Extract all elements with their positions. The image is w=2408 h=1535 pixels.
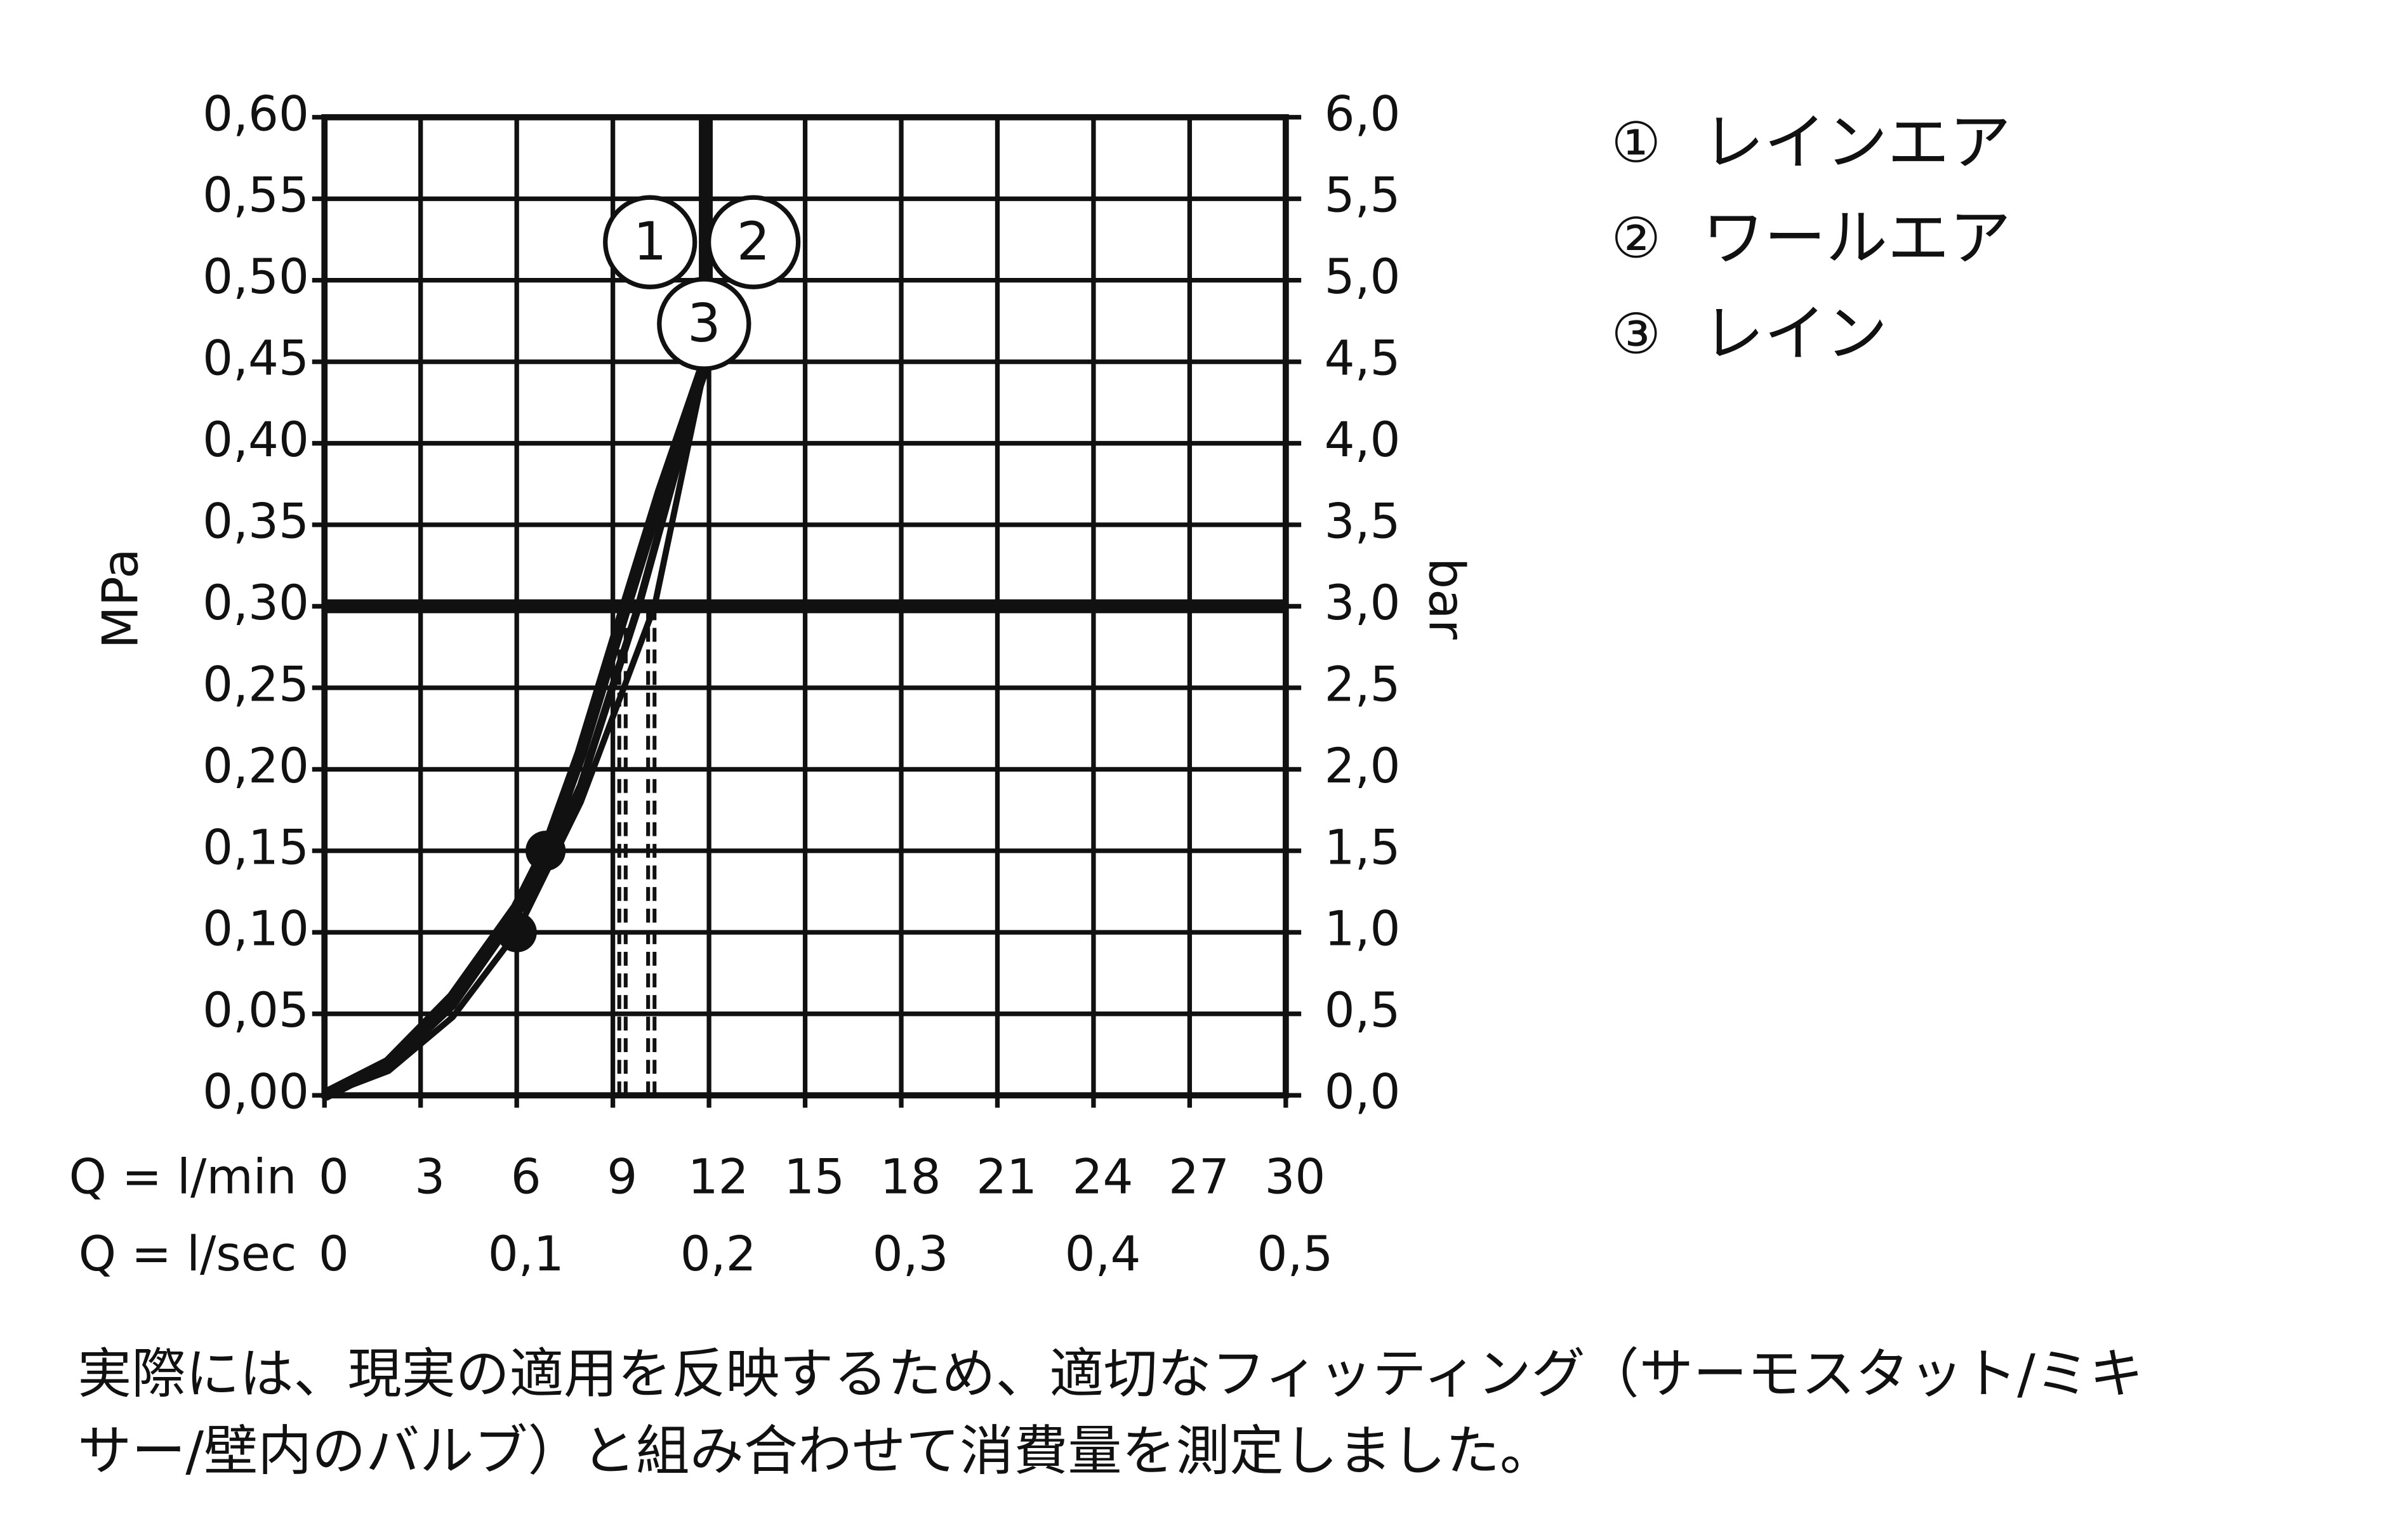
x-tick-label: 27 bbox=[1168, 1149, 1229, 1204]
y-tick-label: 0,50 bbox=[202, 249, 309, 305]
x-tick-label: 3 bbox=[414, 1149, 445, 1204]
x-tick-label: 6 bbox=[511, 1149, 541, 1204]
y2-tick-label: 6,0 bbox=[1325, 86, 1401, 142]
curve-badge bbox=[603, 195, 698, 289]
x2-tick-label: 0,1 bbox=[488, 1226, 564, 1282]
y-tick-label: 0,20 bbox=[202, 738, 309, 794]
curve bbox=[322, 360, 710, 1099]
x2-tick-label: 0,2 bbox=[680, 1226, 757, 1282]
y-tick-label: 0,30 bbox=[202, 575, 309, 631]
x2-tick-label: 0 bbox=[319, 1226, 349, 1282]
legend-label: ワールエア bbox=[1702, 202, 2011, 274]
y-tick-label: 0,05 bbox=[202, 982, 309, 1038]
y2-axis-label: bar bbox=[1417, 558, 1474, 640]
x-tick-label: 12 bbox=[688, 1149, 749, 1204]
y2-tick-label: 3,5 bbox=[1325, 493, 1401, 549]
y2-tick-label: 5,0 bbox=[1325, 249, 1401, 305]
x2-tick-label: 0,4 bbox=[1065, 1226, 1141, 1282]
y2-tick-label: 4,5 bbox=[1325, 331, 1401, 386]
y2-tick-label: 5,5 bbox=[1325, 168, 1401, 223]
x-tick-label: 0 bbox=[319, 1149, 349, 1204]
x2-tick-label: 0,3 bbox=[873, 1226, 949, 1282]
curve-badge bbox=[706, 195, 801, 289]
y2-tick-label: 0,0 bbox=[1325, 1064, 1401, 1120]
y-tick-label: 0,35 bbox=[202, 493, 309, 549]
curve-badge bbox=[657, 277, 751, 371]
x-tick-label: 24 bbox=[1073, 1149, 1134, 1204]
y2-tick-label: 2,0 bbox=[1325, 738, 1401, 794]
y2-tick-label: 3,0 bbox=[1325, 575, 1401, 631]
legend-symbol: ② bbox=[1611, 206, 1660, 271]
y2-tick-label: 1,5 bbox=[1325, 819, 1401, 875]
x-tick-label: 18 bbox=[880, 1149, 941, 1204]
legend-symbol: ① bbox=[1611, 110, 1660, 175]
x-axis-label: Q = l/min bbox=[69, 1149, 297, 1204]
legend-symbol: ③ bbox=[1611, 301, 1660, 366]
x-tick-label: 21 bbox=[976, 1149, 1037, 1204]
footnote: サー/壁内のバルブ）と組み合わせて消費量を測定しました。 bbox=[77, 1420, 1554, 1483]
y-tick-label: 0,15 bbox=[202, 819, 309, 875]
curve-label: 1 bbox=[633, 211, 667, 272]
x-tick-label: 30 bbox=[1264, 1149, 1325, 1204]
y-tick-label: 0,25 bbox=[202, 656, 309, 712]
x-tick-label: 15 bbox=[784, 1149, 845, 1204]
y2-tick-label: 4,0 bbox=[1325, 412, 1401, 468]
legend-label: レイン bbox=[1702, 298, 1888, 369]
curve-label: 3 bbox=[687, 293, 721, 354]
y-tick-label: 0,00 bbox=[202, 1064, 309, 1120]
legend-label: レインエア bbox=[1702, 107, 2011, 178]
x2-axis-label: Q = l/sec bbox=[79, 1226, 297, 1282]
y-tick-label: 0,40 bbox=[202, 412, 309, 468]
y-tick-label: 0,45 bbox=[202, 331, 309, 386]
footnote: 実際には、現実の適用を反映するため、適切なフィッティング（サーモスタット/ミキ bbox=[77, 1343, 2143, 1406]
y-tick-label: 0,10 bbox=[202, 901, 309, 957]
y2-tick-label: 1,0 bbox=[1325, 901, 1401, 957]
y2-tick-label: 2,5 bbox=[1325, 656, 1401, 712]
y2-tick-label: 0,5 bbox=[1325, 982, 1401, 1038]
y-tick-label: 0,55 bbox=[202, 168, 309, 223]
y-tick-label: 0,60 bbox=[202, 86, 309, 142]
x2-tick-label: 0,5 bbox=[1257, 1226, 1333, 1282]
y-axis-label: MPa bbox=[93, 548, 150, 649]
x-tick-label: 9 bbox=[607, 1149, 637, 1204]
curve-label: 2 bbox=[737, 211, 771, 272]
